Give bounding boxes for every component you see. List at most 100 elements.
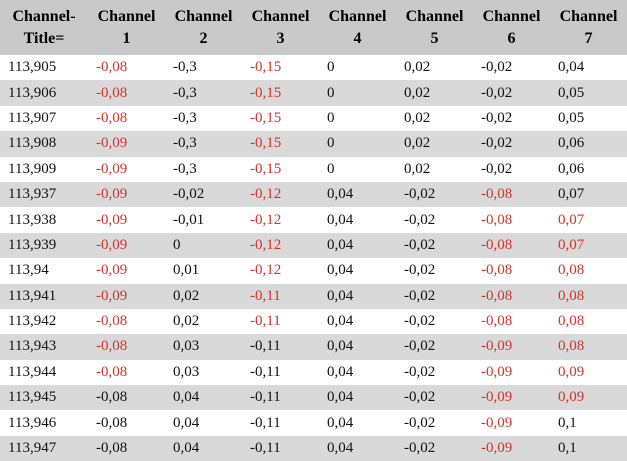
cell: -0,02 (396, 359, 473, 386)
header-text: 2 (199, 29, 208, 47)
header-text: 4 (353, 29, 362, 47)
header-cell: Channel 3 (242, 0, 319, 55)
cell: 0,04 (319, 359, 396, 386)
cell: -0,02 (396, 232, 473, 259)
table-row: 113,906 -0,08 -0,3 -0,15 0 0,02 -0,02 0,05 (0, 80, 627, 106)
table-row: 113,941 -0,09 0,02 -0,11 0,04 -0,02 -0,08 0,08 (0, 283, 627, 309)
header-cell: Channel 6 (473, 0, 550, 55)
cell: 0,08 (550, 258, 627, 284)
header-text: Channel (559, 7, 618, 25)
cell: -0,15 (242, 131, 319, 157)
header-row: Channel- Title= Channel 1 Channel 2 Channel 3 Ch… (0, 0, 627, 55)
header-text: Channel (482, 7, 541, 25)
cell: -0,08 (88, 334, 165, 360)
cell: -0,11 (242, 410, 319, 436)
cell: 0,08 (550, 283, 627, 309)
header-text: Title= (23, 29, 65, 47)
table-row: 113,907 -0,08 -0,3 -0,15 0 0,02 -0,02 0,05 (0, 105, 627, 132)
cell: -0,11 (242, 435, 319, 461)
table-row: 113,94 -0,09 0,01 -0,12 0,04 -0,02 -0,08 0,08 (0, 258, 627, 284)
cell: -0,09 (88, 258, 165, 284)
cell: -0,01 (165, 207, 242, 233)
table-row: 113,947 -0,08 0,04 -0,11 0,04 -0,02 -0,09 0,1 (0, 435, 627, 461)
cell: -0,09 (88, 232, 165, 259)
cell: 0,05 (550, 105, 627, 132)
table-row: 113,945 -0,08 0,04 -0,11 0,04 -0,02 -0,09 0,09 (0, 385, 627, 411)
row-title: 113,905 (0, 55, 88, 81)
cell: -0,02 (473, 131, 550, 157)
cell: -0,15 (242, 105, 319, 132)
header-cell: Channel 5 (396, 0, 473, 55)
table-row: 113,942 -0,08 0,02 -0,11 0,04 -0,02 -0,08 0,08 (0, 308, 627, 335)
cell: -0,3 (165, 55, 242, 81)
cell: 0,02 (165, 283, 242, 309)
cell: 0,06 (550, 131, 627, 157)
cell: 0 (319, 156, 396, 182)
header-text: Channel (405, 7, 464, 25)
cell: -0,09 (88, 283, 165, 309)
cell: -0,12 (242, 258, 319, 284)
row-title: 113,942 (0, 308, 88, 335)
cell: -0,08 (88, 385, 165, 411)
row-title: 113,908 (0, 131, 88, 157)
cell: -0,15 (242, 80, 319, 106)
cell: -0,09 (88, 156, 165, 182)
cell: 0,08 (550, 308, 627, 335)
cell: 0,04 (165, 385, 242, 411)
cell: -0,15 (242, 156, 319, 182)
cell: -0,02 (396, 410, 473, 436)
cell: 0,04 (165, 410, 242, 436)
cell: -0,08 (88, 80, 165, 106)
cell: 0,09 (550, 385, 627, 411)
row-title: 113,945 (0, 385, 88, 411)
cell: -0,02 (396, 207, 473, 233)
cell: 0,02 (396, 55, 473, 81)
cell: 0,04 (319, 410, 396, 436)
table-row: 113,909 -0,09 -0,3 -0,15 0 0,02 -0,02 0,06 (0, 156, 627, 182)
cell: 0,02 (396, 131, 473, 157)
cell: 0,04 (319, 232, 396, 259)
table-row: 113,938 -0,09 -0,01 -0,12 0,04 -0,02 -0,08 0,07 (0, 207, 627, 233)
cell: -0,3 (165, 131, 242, 157)
cell: 0 (319, 105, 396, 132)
cell: -0,08 (88, 105, 165, 132)
cell: 0,03 (165, 359, 242, 386)
cell: 0 (165, 232, 242, 259)
cell: -0,02 (165, 181, 242, 208)
cell: 0,1 (550, 410, 627, 436)
header-text: 6 (507, 29, 516, 47)
cell: 0,02 (396, 80, 473, 106)
table-row: 113,946 -0,08 0,04 -0,11 0,04 -0,02 -0,09 0,1 (0, 410, 627, 436)
header-cell: Channel 2 (165, 0, 242, 55)
row-title: 113,943 (0, 334, 88, 360)
header-text: Channel (251, 7, 310, 25)
cell: -0,08 (88, 308, 165, 335)
header-text: Channel (97, 7, 156, 25)
cell: -0,08 (473, 308, 550, 335)
cell: -0,08 (88, 435, 165, 461)
cell: -0,08 (473, 232, 550, 259)
cell: 0,08 (550, 334, 627, 360)
table-row: 113,939 -0,09 0 -0,12 0,04 -0,02 -0,08 0,07 (0, 232, 627, 259)
cell: 0,04 (319, 283, 396, 309)
cell: 0,04 (165, 435, 242, 461)
cell: -0,15 (242, 55, 319, 81)
cell: 0,07 (550, 181, 627, 208)
cell: -0,09 (88, 181, 165, 208)
cell: -0,08 (88, 55, 165, 81)
cell: -0,12 (242, 181, 319, 208)
cell: 0 (319, 131, 396, 157)
cell: -0,02 (396, 181, 473, 208)
cell: 0,07 (550, 232, 627, 259)
cell: 0,1 (550, 435, 627, 461)
cell: 0,01 (165, 258, 242, 284)
header-cell: Channel 7 (550, 0, 627, 55)
header-text: 1 (122, 29, 131, 47)
header-text: 3 (276, 29, 285, 47)
cell: -0,09 (473, 334, 550, 360)
cell: -0,09 (473, 359, 550, 386)
cell: -0,02 (396, 385, 473, 411)
cell: -0,08 (473, 207, 550, 233)
